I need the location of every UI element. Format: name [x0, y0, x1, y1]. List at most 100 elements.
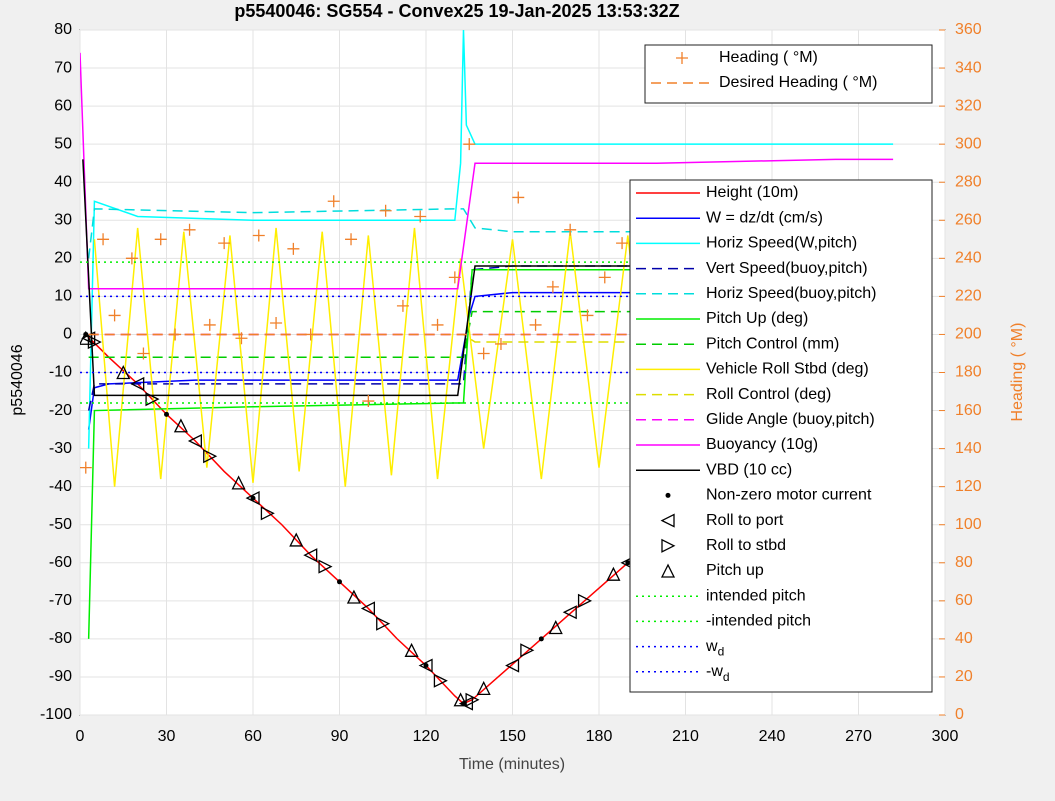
marker: [538, 636, 544, 642]
marker: [465, 692, 480, 707]
marker: [303, 548, 318, 563]
y-tick-label: -30: [49, 440, 72, 457]
marker: [577, 593, 593, 608]
y2-tick-label: 140: [955, 440, 982, 457]
y2-tick-label: 120: [955, 478, 982, 495]
marker: [548, 620, 563, 635]
y2-tick-label: 60: [955, 592, 973, 609]
x-tick-label: 60: [244, 728, 262, 745]
y-tick-label: -40: [49, 478, 72, 495]
legend-label: VBD (10 cc): [706, 461, 792, 478]
legend-label: Pitch Up (deg): [706, 310, 808, 327]
y-tick-label: -50: [49, 516, 72, 533]
marker: [345, 233, 358, 246]
y2-tick-label: 220: [955, 288, 982, 305]
y-tick-label: 50: [54, 135, 72, 152]
marker: [108, 309, 121, 322]
marker: [562, 605, 577, 620]
legend-label: Height (10m): [706, 184, 798, 201]
legend-subscript: d: [718, 645, 725, 659]
marker: [346, 589, 361, 604]
x-axis-label: Time (minutes): [459, 756, 565, 773]
marker: [505, 658, 520, 673]
y2-tick-label: 360: [955, 21, 982, 38]
x-tick-label: 0: [76, 728, 85, 745]
marker: [187, 433, 202, 449]
y2-tick-label: 280: [955, 173, 982, 190]
y2-tick-label: 40: [955, 630, 973, 647]
marker: [477, 347, 490, 360]
marker: [625, 560, 631, 566]
y2-tick-label: 160: [955, 402, 982, 419]
marker: [433, 673, 448, 688]
y-tick-label: 20: [54, 250, 72, 267]
y2-axis-label: Heading ( °M): [1009, 323, 1026, 422]
y2-tick-label: 80: [955, 554, 973, 571]
y2-tick-label: 240: [955, 250, 982, 267]
series-line: [80, 52, 894, 290]
marker: [252, 229, 265, 242]
x-tick-label: 300: [932, 728, 959, 745]
marker: [520, 643, 535, 658]
marker: [125, 252, 138, 265]
marker: [448, 271, 461, 284]
x-tick-label: 210: [672, 728, 699, 745]
marker: [287, 242, 300, 255]
x-tick-label: 180: [586, 728, 613, 745]
x-tick-label: 30: [158, 728, 176, 745]
marker: [564, 223, 577, 236]
marker: [661, 538, 676, 553]
marker: [327, 195, 340, 208]
marker: [337, 579, 342, 585]
marker: [414, 210, 427, 223]
y-tick-label: 30: [54, 211, 72, 228]
marker: [183, 223, 196, 236]
x-tick-label: 90: [331, 728, 349, 745]
marker: [660, 513, 675, 528]
marker: [376, 616, 391, 631]
marker: [529, 318, 542, 331]
chart-title: p5540046: SG554 - Convex25 19-Jan-2025 1…: [234, 1, 679, 21]
marker: [245, 491, 260, 506]
legend-label: Roll to stbd: [706, 537, 786, 554]
y2-tick-label: 300: [955, 135, 982, 152]
marker: [598, 271, 611, 284]
x-tick-label: 240: [759, 728, 786, 745]
marker: [145, 392, 160, 407]
marker: [476, 680, 491, 696]
y2-tick-label: 200: [955, 326, 982, 343]
marker: [660, 563, 676, 578]
legend-label: W = dz/dt (cm/s): [706, 209, 823, 226]
y2-tick-label: 100: [955, 516, 982, 533]
legend-box: [644, 44, 933, 104]
marker: [431, 318, 444, 331]
marker: [318, 559, 333, 574]
y-tick-label: 10: [54, 288, 72, 305]
marker: [494, 337, 507, 350]
marker: [581, 309, 594, 322]
y-tick-label: 60: [54, 97, 72, 114]
marker: [97, 233, 110, 246]
y-tick-label: -100: [40, 706, 72, 723]
y-tick-label: -80: [49, 630, 72, 647]
y-tick-label: 80: [54, 21, 72, 38]
legend-label: Vehicle Roll Stbd (deg): [706, 361, 869, 378]
y2-tick-label: 340: [955, 59, 982, 76]
legend-label: intended pitch: [706, 587, 806, 604]
y-tick-label: 0: [63, 326, 72, 343]
legend-label: Glide Angle (buoy,pitch): [706, 411, 875, 428]
marker: [289, 532, 304, 547]
legend-label: Non-zero motor current: [706, 487, 872, 504]
legend-label: Pitch Control (mm): [706, 335, 839, 352]
legend-label: Pitch up: [706, 562, 764, 579]
y2-tick-label: 320: [955, 97, 982, 114]
marker: [218, 237, 231, 250]
legend-label: Heading ( °M): [719, 49, 818, 66]
legend-label: Roll Control (deg): [706, 386, 831, 403]
marker: [360, 601, 375, 616]
marker: [80, 330, 93, 345]
marker: [203, 318, 216, 331]
marker: [80, 461, 92, 474]
marker: [404, 642, 419, 657]
marker: [665, 492, 671, 498]
